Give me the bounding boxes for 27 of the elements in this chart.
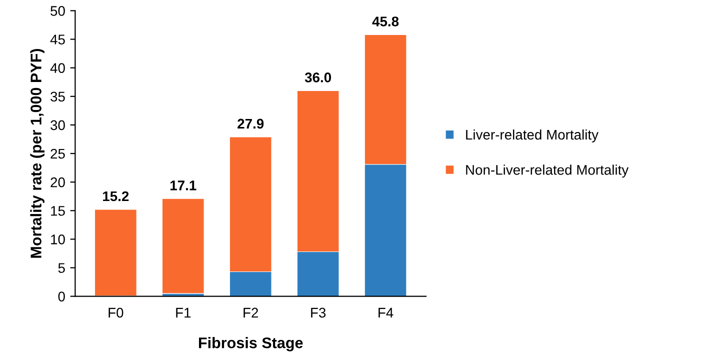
y-tick-label: 50 [50,6,65,16]
y-tick-label: 35 [50,92,65,102]
x-axis-title: Fibrosis Stage [198,337,303,352]
total-label: 15.2 [103,191,129,202]
legend-label: Liver-related Mortality [466,129,598,142]
y-tick-label: 0 [58,292,65,302]
y-tick-label: 25 [50,148,65,159]
x-tick-label: F1 [176,308,191,318]
y-tick-label: 45 [50,34,65,44]
y-tick-label: 5 [58,263,65,273]
y-tick-label: 15 [51,206,65,216]
y-tick-label: 20 [50,177,65,188]
y-tick-label: 10 [51,234,65,244]
y-tick-label: 30 [50,120,65,130]
total-label: 17.1 [170,180,196,190]
x-tick-label: F3 [311,308,326,318]
legend-label: Non-Liver-related Mortality [466,164,629,178]
x-tick-label: F0 [108,308,124,318]
y-tick-label: 40 [50,63,65,73]
x-tick-label: F2 [244,308,258,318]
bar [162,198,204,294]
bar [94,209,137,296]
y-axis-title: Mortality rate (per 1,000 PYF) [30,48,44,258]
total-label: 27.9 [238,118,264,129]
total-label: 36.0 [304,72,332,82]
x-tick-label: F4 [378,308,394,318]
total-label: 45.8 [372,16,399,26]
